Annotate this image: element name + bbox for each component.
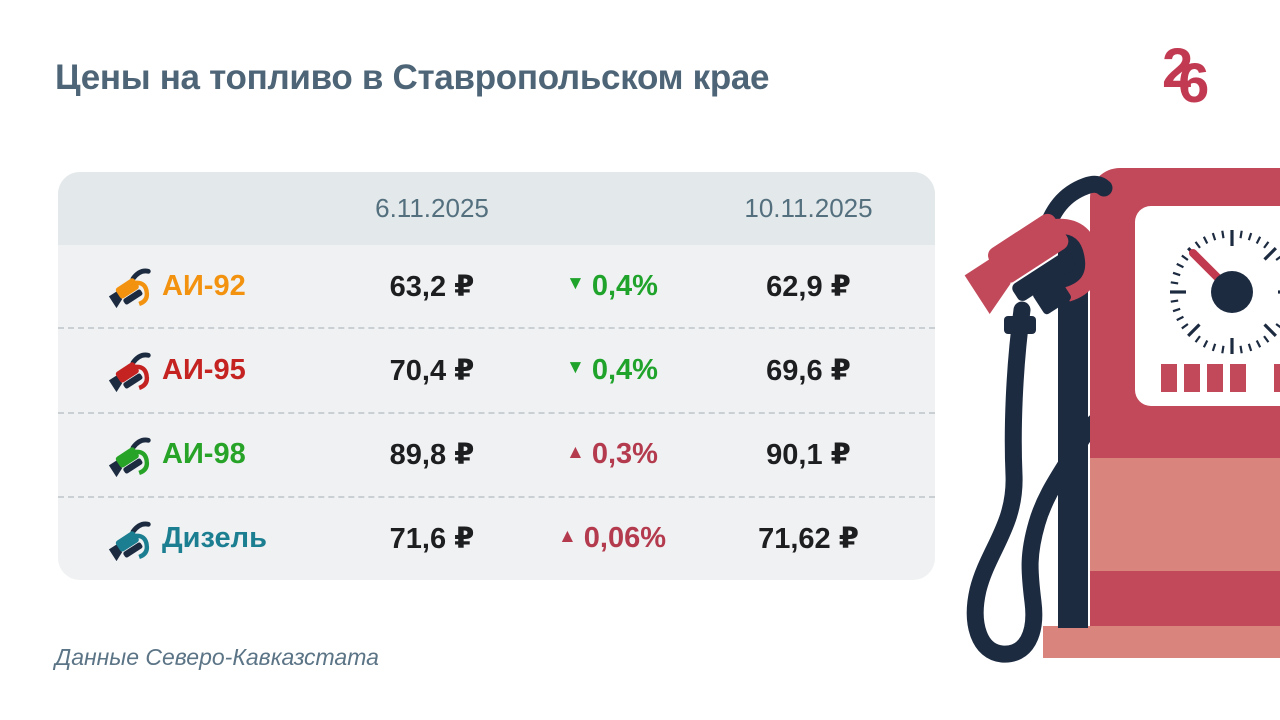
price-after: 69,6 ₽	[766, 354, 851, 387]
price-after: 71,62 ₽	[758, 523, 859, 556]
fuel-pump-illustration	[940, 140, 1280, 720]
price-change: ▼ 0,4%	[522, 270, 702, 303]
price-after: 62,9 ₽	[766, 270, 851, 303]
change-up-icon: ▲	[557, 525, 577, 547]
price-before: 63,2 ₽	[389, 270, 475, 303]
table-row: АИ-98 89,8 ₽ ▲ 0,3% 90,1 ₽	[58, 411, 935, 496]
price-before: 70,4 ₽	[389, 354, 475, 387]
change-down-icon: ▼	[566, 273, 585, 295]
change-value: 0,4%	[591, 353, 658, 386]
pump-gauge	[1170, 230, 1280, 354]
fuel-name: АИ-95	[162, 353, 246, 386]
fuel-nozzle-icon	[108, 517, 162, 561]
data-source-note: Данные Северо-Кавказстата	[55, 644, 379, 670]
price-before: 71,6 ₽	[389, 523, 475, 556]
brand-logo-26: 26	[1162, 36, 1209, 111]
price-after: 90,1 ₽	[766, 439, 851, 472]
table-row: АИ-92 63,2 ₽ ▼ 0,4% 62,9 ₽	[58, 245, 935, 327]
fuel-nozzle-icon	[108, 433, 162, 477]
fuel-name: АИ-98	[162, 438, 246, 471]
price-change: ▲ 0,06%	[522, 522, 702, 555]
date-column-before: 6.11.2025	[375, 193, 489, 223]
pump-digits	[1161, 364, 1280, 392]
price-change: ▲ 0,3%	[522, 438, 702, 471]
pump-nozzle	[964, 175, 1113, 334]
table-row: АИ-95 70,4 ₽ ▼ 0,4% 69,6 ₽	[58, 327, 935, 411]
fuel-name: Дизель	[162, 522, 267, 555]
table-header: 6.11.2025 10.11.2025	[58, 172, 935, 245]
logo-digit-2: 2	[1162, 36, 1194, 99]
logo-digit-6: 6	[1178, 51, 1210, 114]
fuel-nozzle-icon	[108, 264, 162, 309]
gauge-hub	[1211, 271, 1253, 313]
page-title: Цены на топливо в Ставропольском крае	[55, 58, 770, 97]
price-before: 89,8 ₽	[389, 439, 475, 472]
pump-display	[1135, 206, 1280, 406]
change-up-icon: ▲	[566, 441, 585, 463]
fuel-name: АИ-92	[162, 269, 246, 302]
change-down-icon: ▼	[566, 357, 585, 379]
change-value: 0,4%	[591, 269, 658, 302]
fuel-nozzle-icon	[108, 348, 162, 393]
change-value: 0,3%	[591, 438, 658, 471]
pump-base	[1043, 626, 1280, 658]
date-column-after: 10.11.2025	[744, 193, 873, 223]
change-value: 0,06%	[583, 522, 667, 555]
pump-body-lower	[1090, 458, 1280, 571]
table-body: АИ-92 63,2 ₽ ▼ 0,4% 62,9 ₽	[58, 245, 935, 580]
table-row: Дизель 71,6 ₽ ▲ 0,06% 71,62 ₽	[58, 495, 935, 580]
pump-body-band	[1090, 571, 1280, 626]
price-table: 6.11.2025 10.11.2025 А	[58, 172, 935, 580]
price-change: ▼ 0,4%	[522, 354, 702, 387]
